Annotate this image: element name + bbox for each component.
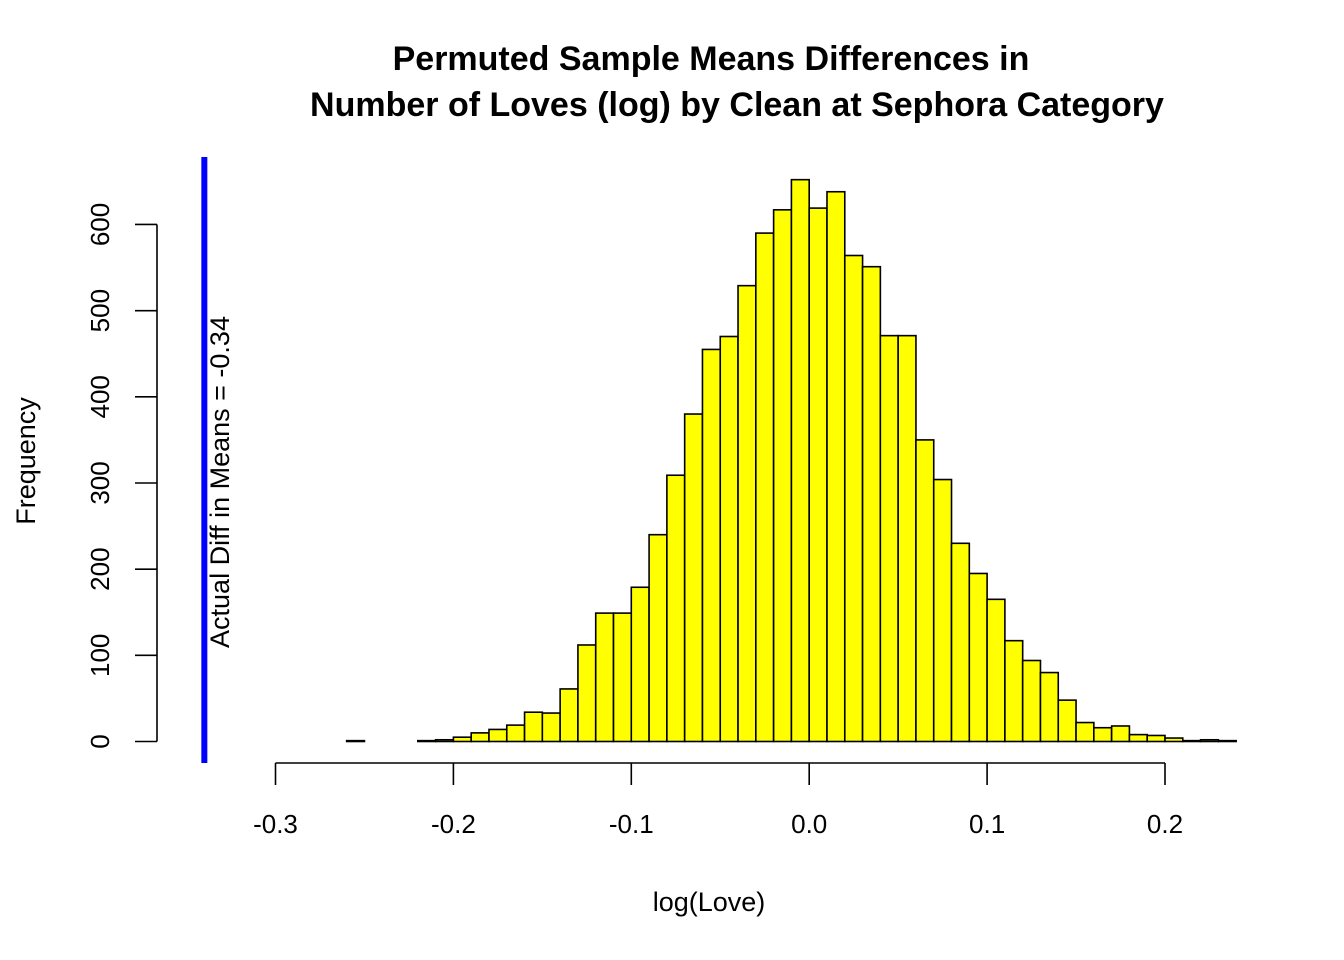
histogram-bar (1057, 699, 1077, 743)
histogram-bar (594, 612, 615, 743)
histogram-bar (790, 178, 810, 743)
histogram-bar (701, 348, 722, 743)
histogram-bar (843, 254, 864, 743)
x-tick-label: -0.1 (609, 809, 654, 839)
y-tick-label: 100 (85, 634, 115, 677)
histogram-bar (879, 334, 899, 743)
histogram-bar (417, 739, 437, 743)
histogram-bar (434, 738, 455, 743)
x-axis: -0.3 -0.2 -0.1 0.0 0.1 0.2 (253, 762, 1183, 839)
histogram-bar (772, 209, 793, 743)
histogram-bar (968, 572, 988, 743)
histogram-bar (345, 739, 366, 743)
histogram-bar (932, 478, 953, 743)
histogram-bar (1217, 739, 1237, 743)
histogram-bar (666, 474, 686, 743)
x-tick-label: 0.0 (791, 809, 827, 839)
y-tick-label: 300 (85, 461, 115, 504)
histogram-bar (559, 688, 579, 743)
histogram-bar (648, 533, 668, 743)
x-tick-label: -0.3 (253, 809, 298, 839)
reference-line-group: Actual Diff in Means = -0.34 (201, 157, 235, 763)
chart-title-line2: Number of Loves (log) by Clean at Sephor… (310, 86, 1164, 124)
chart-title-line1: Permuted Sample Means Differences in (393, 40, 1030, 78)
histogram-bar (541, 712, 561, 743)
histogram-bar (1110, 725, 1131, 743)
x-tick-label: 0.1 (969, 809, 1005, 839)
histogram-bar (950, 542, 971, 743)
histogram-bar (1039, 671, 1060, 743)
histogram-bar (683, 413, 704, 743)
histogram-bar (523, 711, 544, 743)
reference-line-label: Actual Diff in Means = -0.34 (205, 316, 235, 648)
histogram-bar (577, 644, 597, 743)
histogram-bar (488, 728, 508, 743)
histogram-bar (1146, 734, 1166, 743)
histogram-bar (915, 439, 935, 743)
histogram-bar (826, 190, 846, 743)
histogram-bar (1093, 726, 1113, 743)
histogram-bar (737, 284, 757, 743)
histogram-bar (755, 232, 775, 743)
x-tick-label: -0.2 (431, 809, 476, 839)
histogram-bar (1075, 721, 1095, 743)
histogram-bar (986, 598, 1006, 743)
histogram-bar (1199, 738, 1220, 743)
y-tick-label: 200 (85, 547, 115, 590)
histogram-bar (897, 334, 917, 743)
histogram-bar (861, 265, 882, 743)
histogram-bar (808, 207, 828, 743)
y-axis: 0 100 200 300 400 500 600 (85, 203, 158, 749)
y-tick-label: 400 (85, 375, 115, 418)
y-tick-label: 0 (85, 734, 115, 748)
histogram-bar (505, 724, 526, 743)
histogram-bar (612, 612, 633, 743)
histogram-bar (1128, 733, 1149, 743)
y-axis-title: Frequency (11, 397, 41, 525)
x-tick-label: 0.2 (1147, 809, 1183, 839)
histogram-bar (470, 732, 490, 743)
histogram-bar (630, 586, 650, 743)
histogram-bars (345, 178, 1237, 743)
y-tick-label: 500 (85, 289, 115, 332)
y-tick-label: 600 (85, 203, 115, 246)
histogram-bar (719, 335, 739, 743)
histogram-bar (1181, 739, 1202, 743)
histogram-bar (1021, 659, 1042, 743)
histogram-bar (452, 736, 472, 743)
histogram-bar (1164, 737, 1184, 743)
histogram-bar (1004, 639, 1024, 743)
x-axis-title: log(Love) (653, 887, 766, 917)
